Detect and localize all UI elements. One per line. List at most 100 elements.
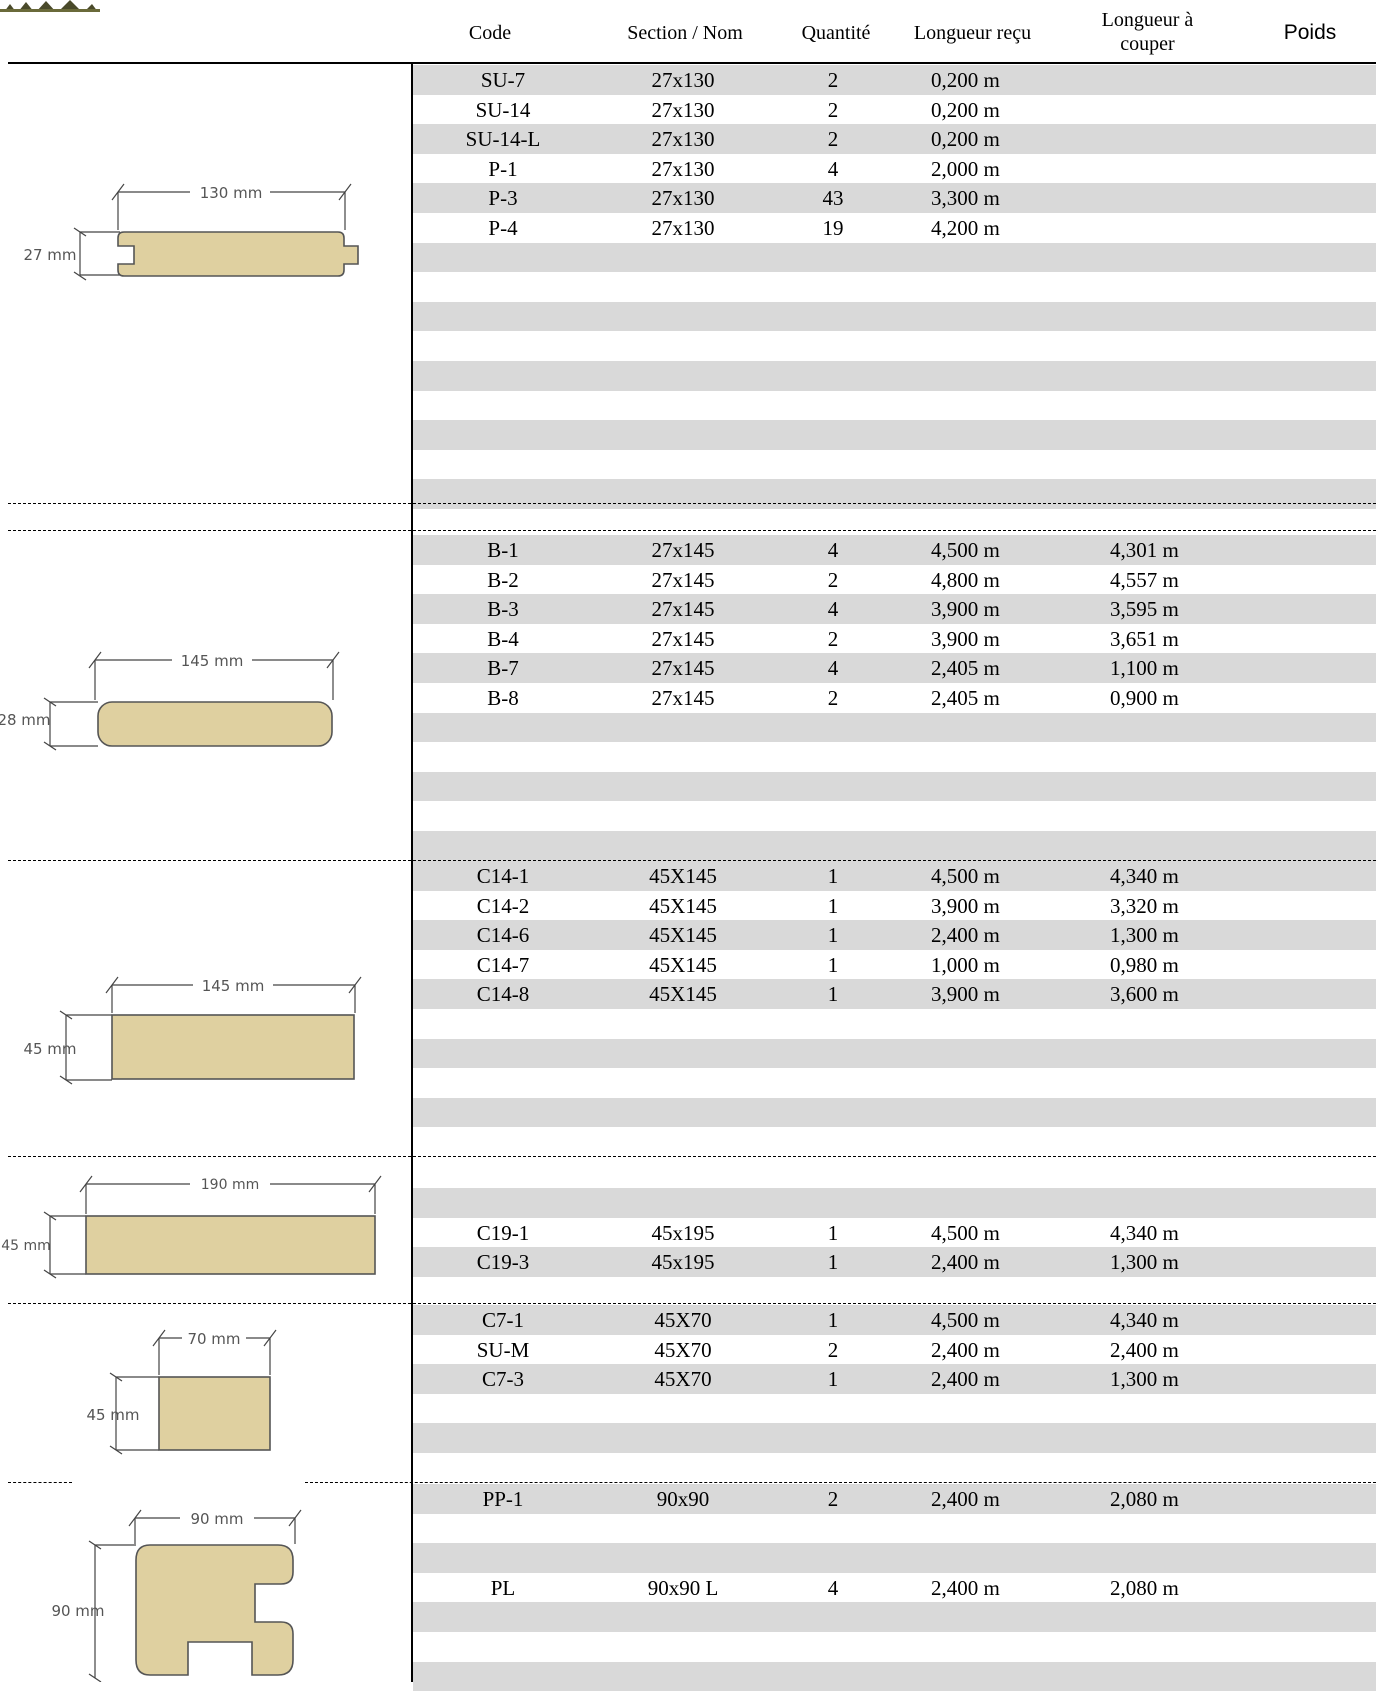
table-row: C19-1 45x195 1 4,500 m 4,340 m bbox=[413, 1218, 1376, 1248]
profile-drawing-3: 145 mm 45 mm bbox=[23, 975, 362, 1085]
part-quantity: 2 bbox=[827, 626, 839, 651]
part-cut-length: 4,557 m bbox=[1110, 567, 1179, 592]
table-row bbox=[413, 712, 1376, 743]
table-row: SU-M 45X70 2 2,400 m 2,400 m bbox=[413, 1335, 1376, 1365]
profile-height-label: 90 mm bbox=[51, 1602, 104, 1620]
table-row: B-1 27x145 4 4,500 m 4,301 m bbox=[413, 535, 1376, 565]
section-separator bbox=[8, 860, 1376, 861]
part-code: P-3 bbox=[488, 186, 518, 211]
width-label-bg-5 bbox=[182, 1328, 246, 1348]
part-code: C19-3 bbox=[476, 1250, 530, 1275]
header-received-length: Longueur reçu bbox=[913, 22, 1032, 44]
table-row bbox=[413, 1188, 1376, 1218]
part-received-length: 3,900 m bbox=[931, 893, 1000, 918]
width-label-bg-3 bbox=[193, 975, 273, 995]
part-section: 27x145 bbox=[651, 567, 715, 592]
table-row bbox=[413, 831, 1376, 861]
part-quantity: 4 bbox=[827, 156, 839, 181]
header-cut-length: Longueur à couper bbox=[1070, 0, 1225, 70]
part-section: 27x130 bbox=[651, 186, 715, 211]
part-code: C14-6 bbox=[476, 923, 530, 948]
part-received-length: 2,400 m bbox=[931, 1367, 1000, 1392]
part-received-length: 2,000 m bbox=[931, 156, 1000, 181]
part-code: PL bbox=[490, 1575, 516, 1600]
part-received-length: 3,300 m bbox=[931, 186, 1000, 211]
part-cut-length: 1,300 m bbox=[1110, 1367, 1179, 1392]
part-quantity: 2 bbox=[827, 127, 839, 152]
part-quantity: 2 bbox=[827, 1487, 839, 1511]
table-row bbox=[413, 242, 1376, 273]
table-row bbox=[413, 331, 1376, 361]
table-row bbox=[413, 1038, 1376, 1069]
profile-drawing-5: 70 mm 45 mm bbox=[86, 1328, 277, 1455]
part-section: 45x195 bbox=[651, 1220, 715, 1245]
table-row bbox=[413, 272, 1376, 302]
table-row bbox=[413, 1009, 1376, 1039]
part-section: 27x130 bbox=[651, 216, 715, 240]
table-row bbox=[413, 361, 1376, 391]
part-quantity: 2 bbox=[827, 68, 839, 92]
part-received-length: 4,800 m bbox=[931, 567, 1000, 592]
width-label-bg-1 bbox=[190, 182, 270, 202]
part-quantity: 19 bbox=[822, 216, 844, 240]
part-received-length: 3,900 m bbox=[931, 982, 1000, 1007]
part-section: 27x145 bbox=[651, 626, 715, 651]
profile-height-label: 45 mm bbox=[1, 1238, 51, 1254]
table-row: C14-8 45X145 1 3,900 m 3,600 m bbox=[413, 979, 1376, 1009]
profile-drawing-1: 130 mm 27 mm bbox=[23, 182, 359, 281]
section-separator bbox=[305, 1482, 1376, 1483]
part-code: B-2 bbox=[487, 567, 519, 592]
part-code: C7-1 bbox=[482, 1308, 524, 1332]
part-section: 90x90 L bbox=[647, 1575, 719, 1600]
profile-width-label: 70 mm bbox=[187, 1330, 240, 1348]
part-code: SU-M bbox=[476, 1337, 530, 1362]
part-section: 27x130 bbox=[651, 97, 715, 122]
part-code: P-4 bbox=[488, 216, 518, 240]
table-row: SU-14-L 27x130 2 0,200 m bbox=[413, 124, 1376, 154]
table-row bbox=[413, 301, 1376, 332]
part-section: 45X70 bbox=[654, 1308, 712, 1332]
part-code: B-1 bbox=[487, 538, 519, 562]
part-section: 45X145 bbox=[649, 893, 717, 918]
profile-width-label: 130 mm bbox=[200, 184, 263, 202]
part-received-length: 4,500 m bbox=[931, 538, 1000, 562]
section-separator bbox=[8, 1303, 1376, 1304]
table-row: SU-7 27x130 2 0,200 m bbox=[413, 65, 1376, 95]
part-code: B-4 bbox=[487, 626, 519, 651]
part-code: B-3 bbox=[487, 597, 519, 622]
header-cut-length-line2: couper bbox=[1120, 33, 1175, 55]
part-quantity: 1 bbox=[827, 1220, 839, 1245]
part-cut-length: 3,600 m bbox=[1110, 982, 1179, 1007]
part-received-length: 4,200 m bbox=[931, 216, 1000, 240]
width-label-bg-4 bbox=[190, 1174, 270, 1194]
table-row bbox=[413, 1632, 1376, 1662]
part-cut-length: 2,400 m bbox=[1110, 1337, 1179, 1362]
header-code: Code bbox=[468, 22, 512, 44]
part-received-length: 2,405 m bbox=[931, 656, 1000, 681]
table-row: PP-1 90x90 2 2,400 m 2,080 m bbox=[413, 1484, 1376, 1514]
part-cut-length: 1,300 m bbox=[1110, 923, 1179, 948]
part-section: 27x145 bbox=[651, 597, 715, 622]
part-cut-length: 3,320 m bbox=[1110, 893, 1179, 918]
table-row bbox=[413, 1453, 1376, 1483]
part-section: 45X145 bbox=[649, 864, 717, 888]
part-section: 27x145 bbox=[651, 686, 715, 710]
table-row bbox=[413, 1068, 1376, 1098]
part-cut-length: 3,651 m bbox=[1110, 626, 1179, 651]
part-cut-length: 4,301 m bbox=[1110, 538, 1179, 562]
table-row: C14-6 45X145 1 2,400 m 1,300 m bbox=[413, 920, 1376, 950]
part-received-length: 0,200 m bbox=[931, 127, 1000, 152]
part-section: 27x130 bbox=[651, 68, 715, 92]
part-code: C14-7 bbox=[476, 952, 530, 977]
part-quantity: 1 bbox=[827, 864, 839, 888]
part-code: B-7 bbox=[487, 656, 519, 681]
part-code: SU-7 bbox=[480, 68, 526, 92]
table-row bbox=[413, 1514, 1376, 1544]
profile-width-label: 145 mm bbox=[181, 652, 244, 670]
part-cut-length: 4,340 m bbox=[1110, 1308, 1179, 1332]
table-row: SU-14 27x130 2 0,200 m bbox=[413, 95, 1376, 125]
part-section: 45X145 bbox=[649, 952, 717, 977]
part-section: 45X145 bbox=[649, 982, 717, 1007]
part-received-length: 3,900 m bbox=[931, 626, 1000, 651]
profile-drawing-4: 190 mm 45 mm bbox=[1, 1174, 382, 1279]
